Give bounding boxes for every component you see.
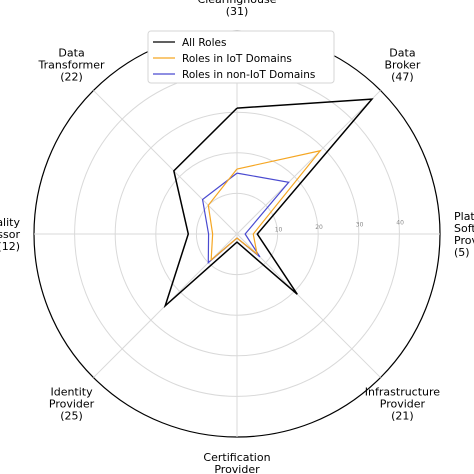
category-label-line: Broker [385,59,421,72]
category-label-line: (22) [60,71,83,84]
radial-tick-label: 30 [356,222,364,229]
series-line-1 [207,149,322,262]
category-label: QualityAssessor(12) [0,216,20,253]
category-label-line: Provider [380,397,426,410]
category-label-line: Provider [214,463,260,474]
category-label-line: Data [58,47,84,60]
legend-label-all: All Roles [182,37,226,49]
radial-tick-label: 10 [275,227,283,234]
radial-tick-labels: 10 20 30 40 [275,219,404,233]
spoke [236,90,381,235]
category-label: Identity Provider (25) [49,385,95,422]
category-label-line: (31) [226,5,249,18]
category-label: Data Transformer (22) [38,47,105,84]
category-label: Clearinghouse(31) [198,0,277,18]
category-label-line: Provider [49,397,95,410]
radial-tick-label: 20 [315,224,323,231]
category-label: Data Broker (47) [385,47,421,84]
category-label-line: Clearinghouse [198,0,277,6]
category-label-line: Infrastructure [365,385,441,398]
legend-label-noniot: Roles in non-IoT Domains [182,69,315,81]
category-label-line: (12) [0,240,20,253]
spoke [93,90,238,235]
series-lines [163,98,374,309]
legend-box [147,30,335,84]
spoke [236,233,381,378]
series-line-0 [163,98,374,309]
category-label-line: (21) [391,409,414,422]
category-label-line: (47) [391,71,414,84]
category-label-line: Transformer [38,59,105,72]
category-label-line: Identity [50,385,93,398]
category-label: Infrastructure Provider (21) [365,385,441,422]
category-label-line: Assessor [0,228,20,241]
category-label-line: Provider [454,234,474,247]
radial-tick-label: 40 [396,219,404,226]
legend: All Roles Roles in IoT Domains Roles in … [147,30,335,84]
category-label-line: Platform [454,210,474,223]
category-label-line: (5) [454,246,470,259]
category-label-line: (25) [60,409,83,422]
category-label-line: Quality [0,216,20,229]
legend-label-iot: Roles in IoT Domains [182,53,292,65]
category-label-line: Certification [203,451,270,464]
category-label-line: Data [389,47,415,60]
category-label: PlatformSoftwareProvider(5) [454,210,474,259]
category-label-line: Software [454,222,474,235]
radar-grid [33,30,441,438]
